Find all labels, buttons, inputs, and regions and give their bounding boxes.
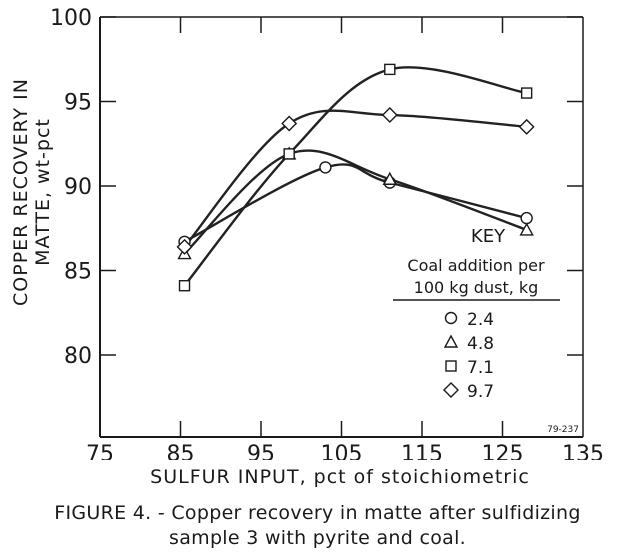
diamond-marker-icon (176, 238, 193, 255)
legend-title: KEY (471, 226, 506, 247)
square-marker-icon (178, 280, 191, 292)
circle-marker-icon (520, 211, 533, 225)
x-tick-label: 105 (321, 442, 363, 460)
x-axis-label: SULFUR INPUT, pct of stoichiometric (150, 466, 530, 488)
legend-label-9.7: 9.7 (467, 382, 494, 402)
legend-square-icon (445, 360, 457, 372)
diamond-marker-icon (518, 118, 535, 135)
series-line-4.8 (183, 149, 528, 255)
triangle-marker-icon (382, 171, 397, 185)
legend: KEY Coal addition per 100 kg dust, kg 2.4 4.… (393, 226, 560, 402)
legend-label-7.1: 7.1 (467, 358, 494, 378)
square-marker-icon (384, 63, 396, 76)
y-tick-label: 95 (64, 91, 92, 116)
y-axis-label-line1: COPPER RECOVERY IN (10, 78, 32, 306)
diamond-marker-icon (281, 115, 298, 132)
chart-plot-area: 80 85 90 95 100 75 85 95 105 115 125 135 79-237 KEY C… (50, 6, 604, 460)
figure-caption-line2: sample 3 with pyrite and coal. (169, 527, 466, 549)
square-marker-icon (283, 148, 295, 160)
x-tick-label: 85 (167, 442, 195, 460)
legend-subtitle-line2: 100 kg dust, kg (414, 278, 539, 297)
diamond-marker-icon (381, 107, 398, 124)
legend-label-2.4: 2.4 (467, 310, 494, 330)
circle-marker-icon (319, 161, 332, 174)
y-axis-label-line2: MATTE, wt-pct (32, 118, 54, 266)
legend-circle-icon (444, 311, 458, 325)
legend-label-4.8: 4.8 (467, 334, 494, 354)
y-tick-label: 85 (64, 260, 92, 285)
x-tick-label: 115 (401, 442, 443, 460)
x-tick-label: 135 (562, 442, 604, 460)
x-tick-label: 95 (247, 442, 275, 460)
figure-id-annotation: 79-237 (547, 425, 579, 435)
y-tick-label: 80 (64, 344, 92, 369)
x-tick-label: 125 (482, 442, 524, 460)
series-line-7.1 (183, 66, 527, 287)
y-tick-label: 90 (64, 175, 92, 200)
x-tick-label: 75 (86, 442, 114, 460)
series-markers (176, 63, 535, 292)
y-tick-label: 100 (50, 6, 92, 31)
figure-caption-line1: FIGURE 4. - Copper recovery in matte aft… (54, 502, 581, 524)
series-curves (183, 66, 528, 287)
legend-subtitle-line1: Coal addition per (407, 256, 545, 275)
axes: 80 85 90 95 100 75 85 95 105 115 125 135 79-237 (50, 6, 604, 460)
triangle-marker-icon (519, 222, 534, 236)
y-axis-label: COPPER RECOVERY IN MATTE, wt-pct (10, 62, 54, 322)
series-line-9.7 (183, 109, 527, 248)
square-marker-icon (520, 87, 533, 99)
legend-diamond-icon (443, 382, 459, 398)
legend-triangle-icon (443, 334, 459, 348)
